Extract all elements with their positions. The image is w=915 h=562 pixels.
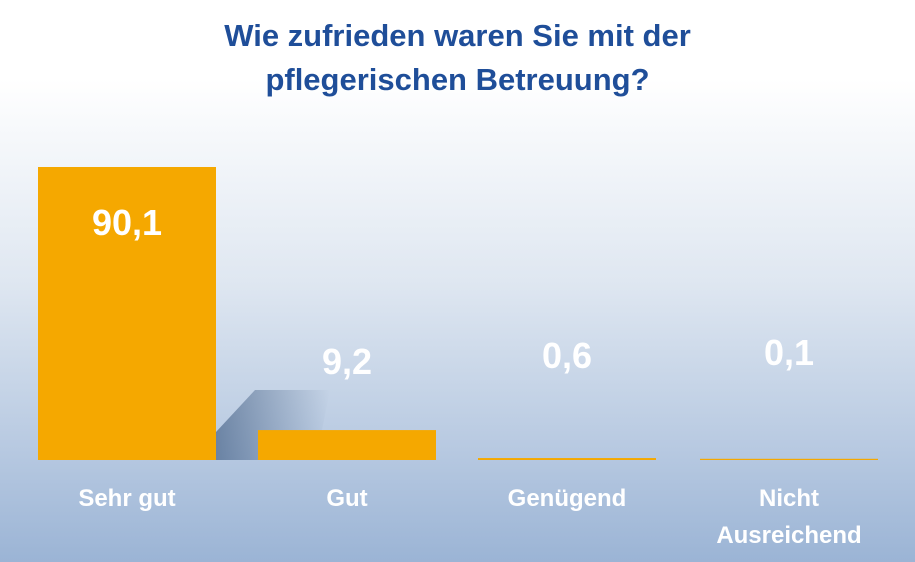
bar-2 <box>478 458 656 460</box>
bar-3 <box>700 458 878 460</box>
chart-title: Wie zufrieden waren Sie mit der pflegeri… <box>0 14 915 102</box>
data-label-3: 0,1 <box>764 332 814 373</box>
category-label-1: Gut <box>326 485 367 512</box>
bar-1 <box>258 430 436 460</box>
chart-title-line-1: Wie zufrieden waren Sie mit der <box>224 18 691 53</box>
category-label-3-line-0: Nicht <box>759 485 819 512</box>
category-label-3-line-1: Ausreichend <box>716 522 861 549</box>
data-label-2: 0,6 <box>542 335 592 376</box>
category-label-0: Sehr gut <box>78 485 175 512</box>
bar-0 <box>38 167 216 460</box>
chart-title-line-2: pflegerischen Betreuung? <box>265 62 650 97</box>
data-label-1: 9,2 <box>322 341 372 382</box>
data-label-0: 90,1 <box>92 202 162 243</box>
category-label-2: Genügend <box>508 485 627 512</box>
